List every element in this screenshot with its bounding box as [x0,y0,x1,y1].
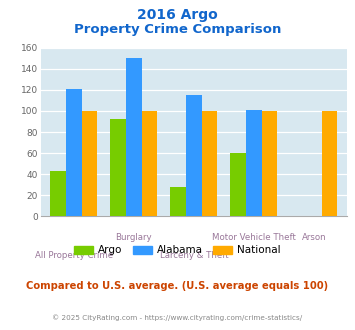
Text: 2016 Argo: 2016 Argo [137,8,218,22]
Bar [110,119,126,216]
Text: Motor Vehicle Theft: Motor Vehicle Theft [212,233,296,242]
Text: Compared to U.S. average. (U.S. average equals 100): Compared to U.S. average. (U.S. average … [26,281,329,291]
Bar [202,111,217,216]
Text: Burglary: Burglary [115,233,152,242]
Text: Property Crime Comparison: Property Crime Comparison [74,23,281,36]
Bar [246,110,262,216]
Bar [82,111,97,216]
Bar [170,187,186,216]
Bar [142,111,157,216]
Bar [230,153,246,216]
Bar [322,111,337,216]
Bar [66,89,82,216]
Text: Larceny & Theft: Larceny & Theft [159,251,228,260]
Text: Arson: Arson [301,233,326,242]
Bar [126,58,142,216]
Bar [50,171,66,216]
Text: All Property Crime: All Property Crime [35,251,113,260]
Bar [186,95,202,216]
Legend: Argo, Alabama, National: Argo, Alabama, National [74,246,281,255]
Bar [262,111,277,216]
Text: © 2025 CityRating.com - https://www.cityrating.com/crime-statistics/: © 2025 CityRating.com - https://www.city… [53,314,302,321]
